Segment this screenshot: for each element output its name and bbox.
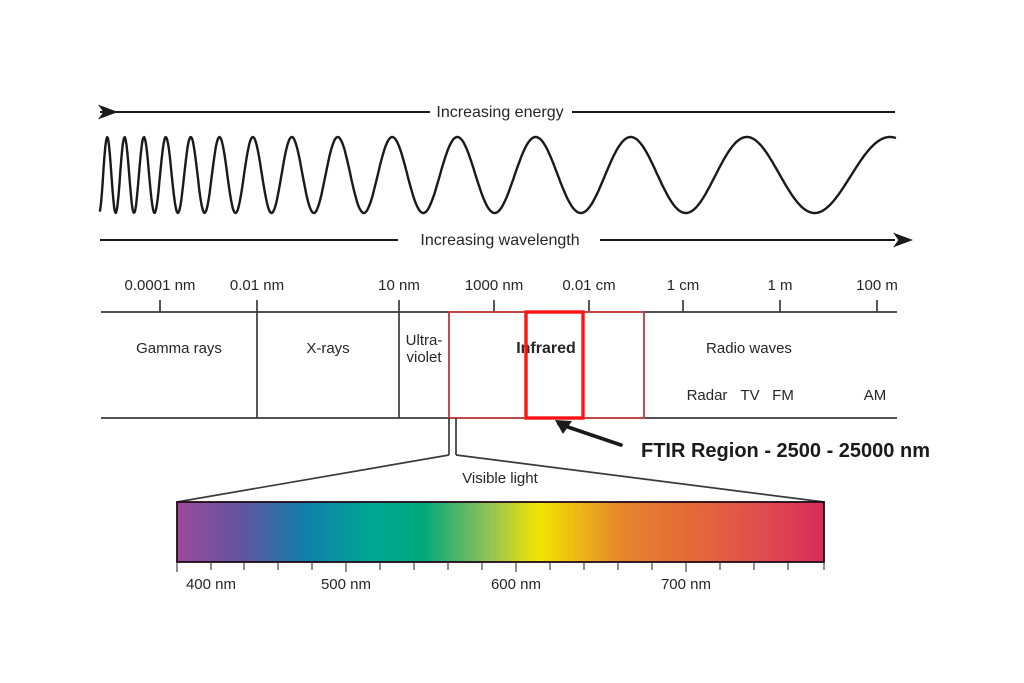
svg-text:Increasing wavelength: Increasing wavelength xyxy=(420,232,579,249)
svg-text:Visible light: Visible light xyxy=(462,470,538,487)
svg-text:Radar: Radar xyxy=(687,387,728,404)
svg-text:600 nm: 600 nm xyxy=(491,576,541,593)
svg-text:0.0001 nm: 0.0001 nm xyxy=(125,277,196,294)
svg-text:10 nm: 10 nm xyxy=(378,277,420,294)
svg-text:Increasing energy: Increasing energy xyxy=(436,104,563,121)
svg-text:Gamma rays: Gamma rays xyxy=(136,340,222,357)
svg-text:0.01 nm: 0.01 nm xyxy=(230,277,284,294)
svg-text:1 m: 1 m xyxy=(767,277,792,294)
svg-text:Radio waves: Radio waves xyxy=(706,340,792,357)
svg-text:500 nm: 500 nm xyxy=(321,576,371,593)
svg-text:1 cm: 1 cm xyxy=(667,277,700,294)
svg-text:AM: AM xyxy=(864,387,887,404)
svg-text:TV: TV xyxy=(740,387,759,404)
svg-text:Ultra-: Ultra- xyxy=(406,332,443,349)
svg-text:400 nm: 400 nm xyxy=(186,576,236,593)
svg-text:0.01 cm: 0.01 cm xyxy=(562,277,615,294)
svg-text:FM: FM xyxy=(772,387,794,404)
svg-text:100 m: 100 m xyxy=(856,277,898,294)
svg-text:700 nm: 700 nm xyxy=(661,576,711,593)
svg-text:X-rays: X-rays xyxy=(306,340,349,357)
svg-text:1000 nm: 1000 nm xyxy=(465,277,523,294)
svg-text:violet: violet xyxy=(406,349,442,366)
svg-text:FTIR Region - 2500 - 25000 nm: FTIR Region - 2500 - 25000 nm xyxy=(641,440,930,462)
